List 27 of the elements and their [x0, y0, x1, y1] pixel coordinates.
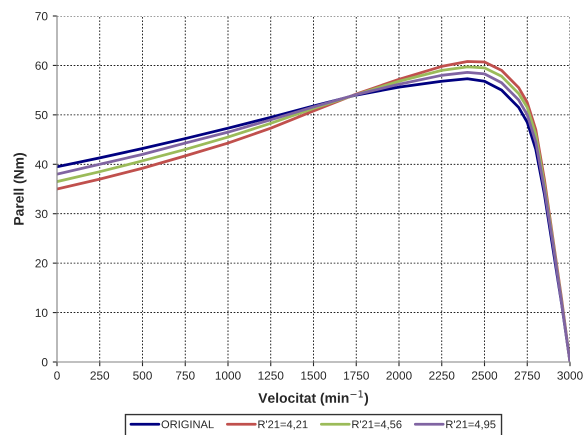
x-tick-label: 500 — [133, 371, 152, 380]
legend-label: R'21=4,56 — [352, 420, 402, 430]
x-tick-label: 750 — [176, 371, 195, 380]
y-tick-label: 60 — [35, 61, 48, 70]
y-axis-title: Parell (Nm) — [14, 153, 27, 225]
y-tick-label: 0 — [42, 358, 48, 366]
y-tick-label: 40 — [35, 160, 48, 169]
y-tick-label: 10 — [36, 308, 48, 317]
legend-label: R'21=4,21 — [258, 420, 308, 430]
x-tick-label: 3000 — [557, 371, 583, 380]
x-tick-label: 1500 — [301, 371, 326, 380]
y-tick-label: 30 — [35, 210, 48, 218]
y-tick-label: 70 — [35, 12, 48, 20]
x-tick-label: 2500 — [472, 371, 498, 380]
x-tick-label: 2750 — [514, 371, 540, 380]
legend-label: R'21=4,95 — [446, 420, 496, 430]
x-axis-title: Velocitat (min$^{−1}$) — [258, 390, 368, 406]
x-tick-label: 2250 — [429, 371, 454, 380]
legend-label: ORIGINAL — [162, 420, 214, 428]
x-tick-label: 1000 — [216, 371, 241, 380]
x-tick-label: 1250 — [258, 371, 284, 380]
x-tick-label: 2000 — [386, 371, 412, 380]
x-tick-label: 0 — [54, 371, 60, 380]
x-tick-label: 1750 — [344, 371, 369, 380]
x-tick-label: 250 — [90, 371, 110, 380]
y-tick-label: 50 — [35, 110, 48, 120]
y-tick-label: 20 — [35, 259, 48, 268]
